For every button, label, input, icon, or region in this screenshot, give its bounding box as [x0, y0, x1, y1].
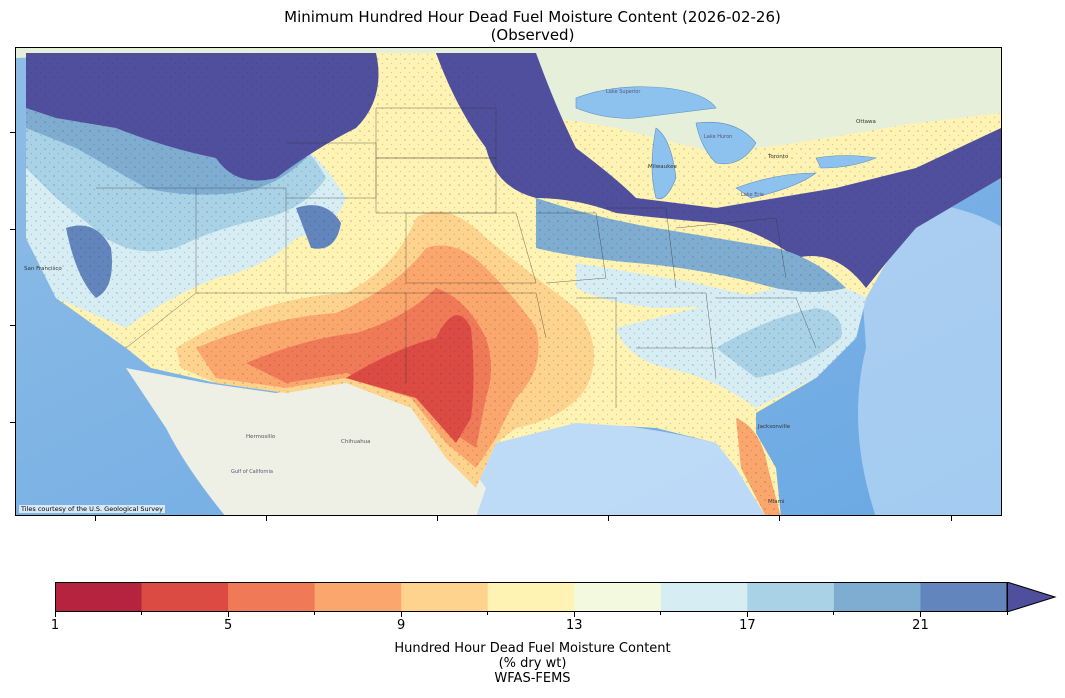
- x-tick: [95, 516, 96, 521]
- colorbar-tick-label: 21: [912, 618, 929, 633]
- colorbar-segment: [401, 582, 489, 612]
- colorbar-segment: [747, 582, 835, 612]
- fuel-moisture-map: Chihuahua Hermosillo Gulf of California …: [16, 48, 1001, 515]
- y-tick: [10, 132, 15, 133]
- colorbar-tick: [833, 612, 835, 615]
- colorbar-tick-label: 9: [397, 618, 406, 633]
- colorbar-tick-label: 1: [50, 618, 60, 633]
- colorbar-tick: [919, 612, 921, 617]
- x-tick: [266, 516, 267, 521]
- colorbar-svg: [55, 581, 1057, 613]
- colorbar-segment: [920, 582, 1008, 612]
- colorbar-tick: [54, 612, 56, 617]
- map-subtitle: (Observed): [490, 26, 575, 44]
- colorbar-tick: [746, 612, 748, 617]
- y-tick: [10, 422, 15, 423]
- colorbar-segment: [487, 582, 575, 612]
- label-hermosillo: Hermosillo: [246, 434, 276, 440]
- colorbar-tick: [227, 612, 229, 617]
- map-panel[interactable]: Chihuahua Hermosillo Gulf of California …: [15, 47, 1002, 516]
- label-toronto: Toronto: [767, 154, 789, 160]
- label-miami: Miami: [768, 499, 785, 505]
- colorbar-tick-label: 17: [739, 618, 756, 633]
- y-tick: [10, 229, 15, 230]
- colorbar: [55, 581, 1060, 616]
- colorbar-tick: [400, 612, 402, 617]
- colorbar-segment: [228, 582, 316, 612]
- label-gulf-of-california: Gulf of California: [231, 469, 273, 475]
- x-tick: [608, 516, 609, 521]
- colorbar-tick: [1006, 612, 1008, 615]
- colorbar-tick: [660, 612, 662, 615]
- colorbar-tick: [573, 612, 575, 617]
- conus-moisture-field: [26, 53, 1001, 515]
- x-tick: [437, 516, 438, 521]
- label-milwaukee: Milwaukee: [648, 164, 678, 170]
- colorbar-segment: [660, 582, 748, 612]
- colorbar-label: Hundred Hour Dead Fuel Moisture Content: [394, 641, 671, 656]
- x-tick: [779, 516, 780, 521]
- label-jacksonville: Jacksonville: [757, 424, 791, 430]
- label-chihuahua: Chihuahua: [341, 439, 371, 445]
- map-attribution: Tiles courtesy of the U.S. Geological Su…: [19, 505, 165, 513]
- x-tick: [951, 516, 952, 521]
- label-ottawa: Ottawa: [856, 119, 876, 125]
- state-boundaries: [96, 107, 817, 408]
- colorbar-tick-label: 13: [565, 618, 583, 633]
- colorbar-segment: [833, 582, 921, 612]
- colorbar-tick: [141, 612, 143, 615]
- colorbar-segment: [314, 582, 402, 612]
- label-lake-huron: Lake Huron: [704, 134, 732, 140]
- colorbar-tick: [487, 612, 489, 615]
- colorbar-tick: [314, 612, 316, 615]
- label-lake-erie: Lake Erie: [741, 192, 764, 198]
- great-lakes: [575, 86, 878, 200]
- colorbar-segment: [574, 582, 662, 612]
- y-tick: [10, 325, 15, 326]
- colorbar-units: (% dry wt): [498, 656, 567, 671]
- label-san-francisco: San Francisco: [24, 266, 62, 272]
- label-lake-superior: Lake Superior: [606, 89, 641, 95]
- colorbar-tick-label: 5: [223, 618, 233, 633]
- colorbar-outline: [55, 582, 1008, 612]
- colorbar-extend-arrow: [1006, 581, 1057, 613]
- colorbar-source: WFAS-FEMS: [494, 671, 571, 686]
- colorbar-segment: [55, 582, 143, 612]
- mexico-land: [126, 368, 486, 515]
- colorbar-segment: [141, 582, 229, 612]
- map-title: Minimum Hundred Hour Dead Fuel Moisture …: [284, 8, 781, 26]
